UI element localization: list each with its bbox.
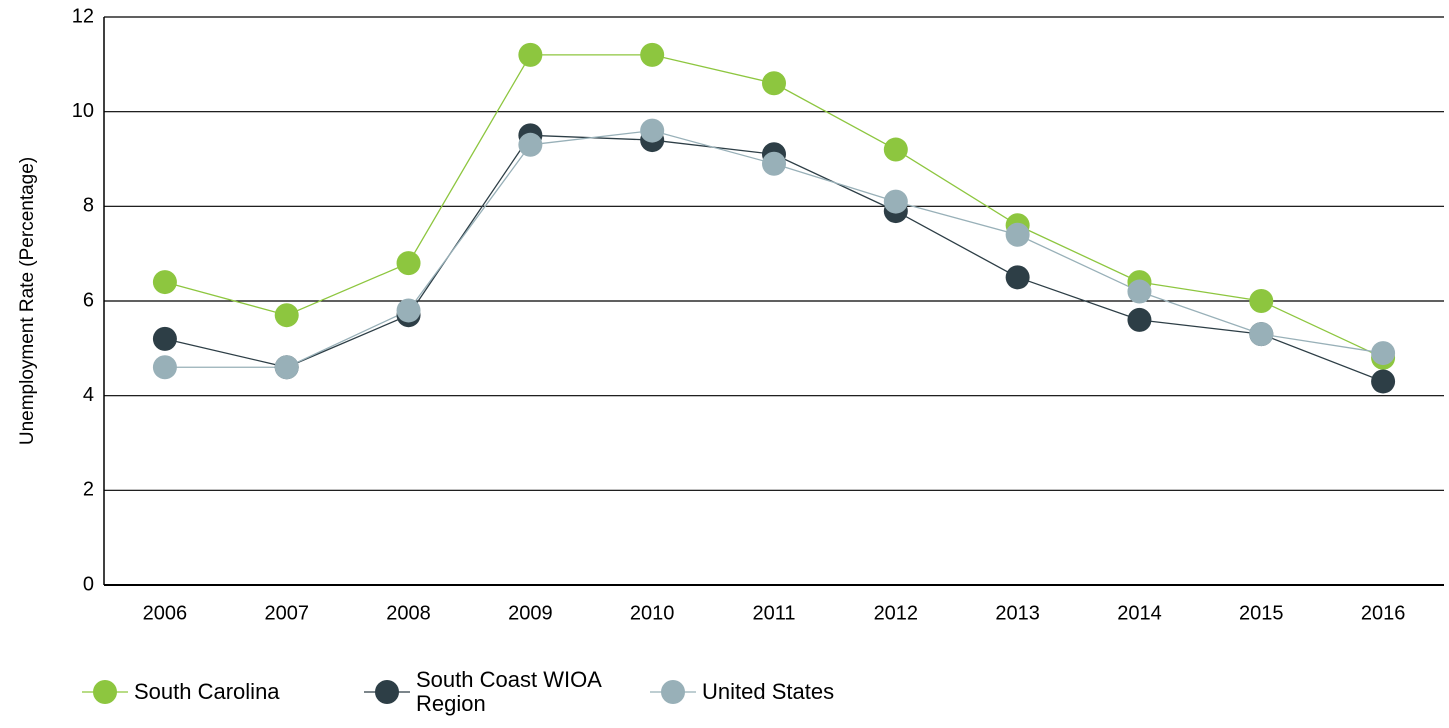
x-tick-label: 2015	[1239, 602, 1284, 624]
legend-marker	[661, 680, 685, 704]
legend-item: South Carolina	[82, 677, 364, 707]
legend-label: United States	[702, 679, 835, 704]
y-tick-label: 4	[83, 384, 94, 406]
legend-marker	[93, 680, 117, 704]
point	[274, 303, 299, 328]
point	[640, 118, 665, 143]
x-tick-label: 2010	[630, 602, 675, 624]
point	[883, 137, 908, 162]
point	[518, 132, 543, 157]
point	[396, 251, 421, 276]
legend-swatch	[650, 680, 696, 704]
point	[640, 42, 665, 67]
point	[762, 151, 786, 176]
y-tick-label: 0	[83, 573, 94, 595]
x-tick-label: 2006	[143, 602, 188, 624]
y-tick-label: 8	[83, 195, 94, 217]
y-tick-label: 6	[83, 289, 94, 311]
chart: Unemployment Rate (Percentage) 0 2 4 6 8 10 12…	[17, 5, 1444, 624]
x-tick-label: 2012	[874, 602, 919, 624]
x-tick-label: 2014	[1117, 602, 1162, 624]
point	[396, 298, 421, 323]
point	[274, 355, 299, 380]
point	[152, 326, 177, 351]
x-tick-label: 2009	[508, 602, 553, 624]
point	[152, 270, 177, 295]
x-tick-label: 2016	[1361, 602, 1406, 624]
point	[1249, 289, 1274, 313]
point	[762, 71, 786, 96]
point	[1371, 369, 1396, 394]
point	[1005, 222, 1030, 247]
x-tick-label: 2013	[995, 602, 1040, 624]
point	[1005, 265, 1030, 290]
legend: South Carolina South Coast WIOA Region Uni…	[82, 668, 870, 716]
legend-item: South Coast WIOA Region	[364, 668, 650, 716]
y-tick-label: 2	[83, 479, 94, 501]
legend-item: United States	[650, 677, 870, 707]
point	[152, 355, 177, 380]
x-tick-label: 2011	[752, 602, 795, 624]
legend-swatch	[364, 680, 410, 704]
y-tick-label: 10	[72, 100, 94, 122]
y-tick-label: 12	[72, 5, 94, 27]
legend-swatch	[82, 680, 128, 704]
point	[1127, 279, 1152, 304]
legend-marker	[375, 680, 399, 704]
point	[518, 42, 543, 67]
point	[1127, 307, 1152, 332]
y-axis-label: Unemployment Rate (Percentage)	[17, 157, 38, 445]
point	[1249, 322, 1274, 347]
x-tick-label: 2007	[264, 602, 309, 624]
point	[883, 189, 908, 214]
point	[1371, 341, 1396, 366]
legend-label: South Carolina	[134, 679, 280, 704]
legend-label: South Coast WIOA Region	[416, 667, 601, 716]
x-tick-label: 2008	[386, 602, 431, 624]
